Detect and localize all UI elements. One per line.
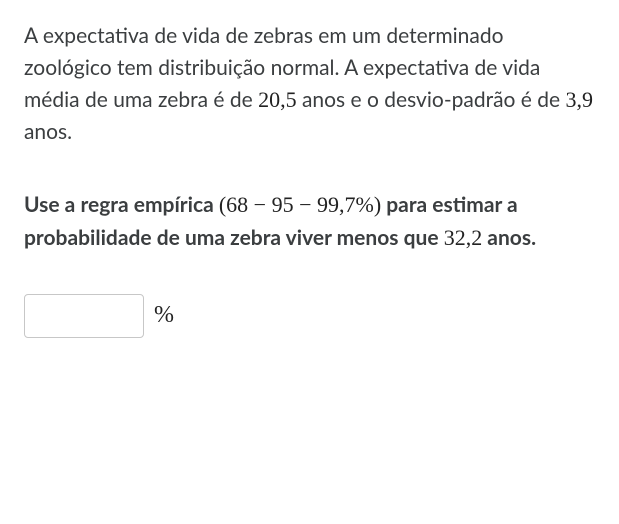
problem-question: Use a regra empírica (68 − 95 − 99,7%) p…	[24, 188, 595, 254]
intro-text-3: anos.	[24, 119, 72, 144]
problem-intro: A expectativa de vida de zebras em um de…	[24, 20, 595, 148]
empirical-rule: (68 − 95 − 99,7%)	[219, 192, 381, 217]
threshold-value: 32,2	[444, 225, 483, 250]
intro-text-2: anos e o desvio-padrão é de	[297, 87, 566, 112]
percent-unit: %	[154, 302, 174, 329]
question-text-3: anos.	[482, 225, 536, 250]
question-text-1: Use a regra empírica	[24, 192, 219, 217]
answer-input[interactable]	[24, 294, 144, 338]
sd-value: 3,9	[565, 87, 593, 112]
answer-row: %	[24, 294, 595, 338]
mean-value: 20,5	[258, 87, 297, 112]
